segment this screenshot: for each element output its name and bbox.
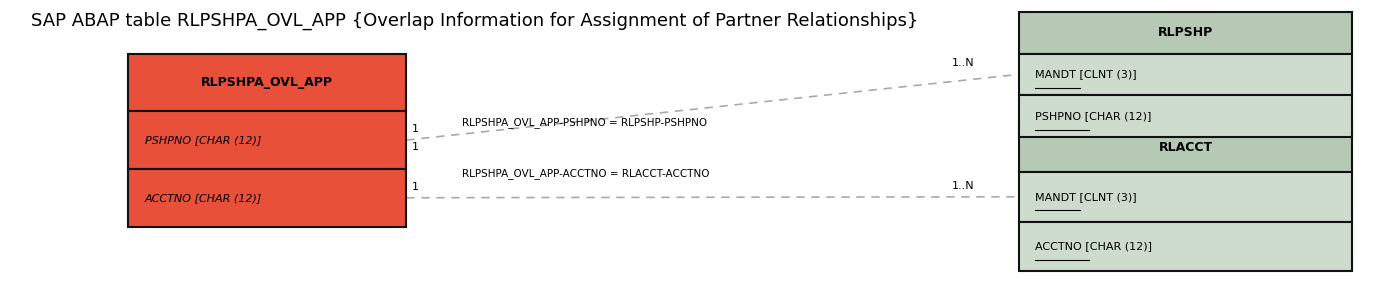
Text: 1: 1 — [412, 142, 419, 152]
Text: MANDT [CLNT (3)]: MANDT [CLNT (3)] — [1035, 69, 1137, 79]
FancyBboxPatch shape — [129, 169, 407, 226]
Text: RLPSHPA_OVL_APP-PSHPNO = RLPSHP-PSHPNO: RLPSHPA_OVL_APP-PSHPNO = RLPSHP-PSHPNO — [462, 117, 707, 128]
Text: SAP ABAP table RLPSHPA_OVL_APP {Overlap Information for Assignment of Partner Re: SAP ABAP table RLPSHPA_OVL_APP {Overlap … — [31, 12, 918, 30]
Text: PSHPNO [CHAR (12)]: PSHPNO [CHAR (12)] — [1035, 111, 1151, 121]
Text: MANDT [CLNT (3)]: MANDT [CLNT (3)] — [1035, 192, 1137, 202]
FancyBboxPatch shape — [129, 111, 407, 169]
FancyBboxPatch shape — [129, 54, 407, 111]
Text: ACCTNO [CHAR (12)]: ACCTNO [CHAR (12)] — [145, 193, 263, 203]
Text: RLPSHPA_OVL_APP-ACCTNO = RLACCT-ACCTNO: RLPSHPA_OVL_APP-ACCTNO = RLACCT-ACCTNO — [462, 168, 710, 179]
Text: RLPSHPA_OVL_APP: RLPSHPA_OVL_APP — [201, 76, 332, 89]
FancyBboxPatch shape — [1018, 54, 1352, 95]
FancyBboxPatch shape — [1018, 172, 1352, 222]
FancyBboxPatch shape — [1018, 222, 1352, 271]
FancyBboxPatch shape — [1018, 122, 1352, 172]
Text: PSHPNO [CHAR (12)]: PSHPNO [CHAR (12)] — [145, 135, 261, 145]
FancyBboxPatch shape — [1018, 95, 1352, 137]
Text: RLACCT: RLACCT — [1158, 140, 1213, 154]
FancyBboxPatch shape — [1018, 12, 1352, 54]
Text: 1..N: 1..N — [951, 58, 974, 68]
Text: 1: 1 — [412, 182, 419, 192]
Text: 1..N: 1..N — [951, 181, 974, 191]
Text: ACCTNO [CHAR (12)]: ACCTNO [CHAR (12)] — [1035, 241, 1153, 251]
Text: RLPSHP: RLPSHP — [1158, 26, 1213, 39]
Text: 1: 1 — [412, 124, 419, 134]
